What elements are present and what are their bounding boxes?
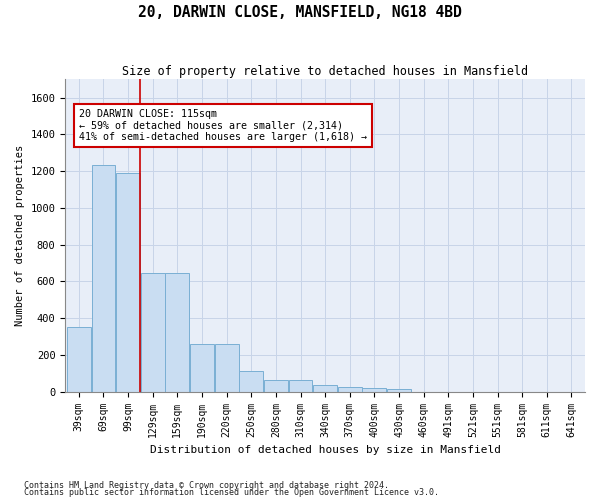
Text: Contains HM Land Registry data © Crown copyright and database right 2024.: Contains HM Land Registry data © Crown c… <box>24 480 389 490</box>
Bar <box>67 328 91 392</box>
Bar <box>362 388 386 392</box>
Title: Size of property relative to detached houses in Mansfield: Size of property relative to detached ho… <box>122 65 528 78</box>
Text: 20, DARWIN CLOSE, MANSFIELD, NG18 4BD: 20, DARWIN CLOSE, MANSFIELD, NG18 4BD <box>138 5 462 20</box>
Bar <box>215 344 239 392</box>
Bar <box>141 273 164 392</box>
Bar <box>92 164 115 392</box>
X-axis label: Distribution of detached houses by size in Mansfield: Distribution of detached houses by size … <box>149 445 500 455</box>
Bar <box>338 386 362 392</box>
Y-axis label: Number of detached properties: Number of detached properties <box>15 145 25 326</box>
Bar <box>264 380 288 392</box>
Bar <box>239 372 263 392</box>
Bar <box>166 273 189 392</box>
Bar <box>313 386 337 392</box>
Text: Contains public sector information licensed under the Open Government Licence v3: Contains public sector information licen… <box>24 488 439 497</box>
Text: 20 DARWIN CLOSE: 115sqm
← 59% of detached houses are smaller (2,314)
41% of semi: 20 DARWIN CLOSE: 115sqm ← 59% of detache… <box>79 108 367 142</box>
Bar <box>289 380 313 392</box>
Bar <box>387 389 411 392</box>
Bar <box>116 173 140 392</box>
Bar <box>190 344 214 392</box>
